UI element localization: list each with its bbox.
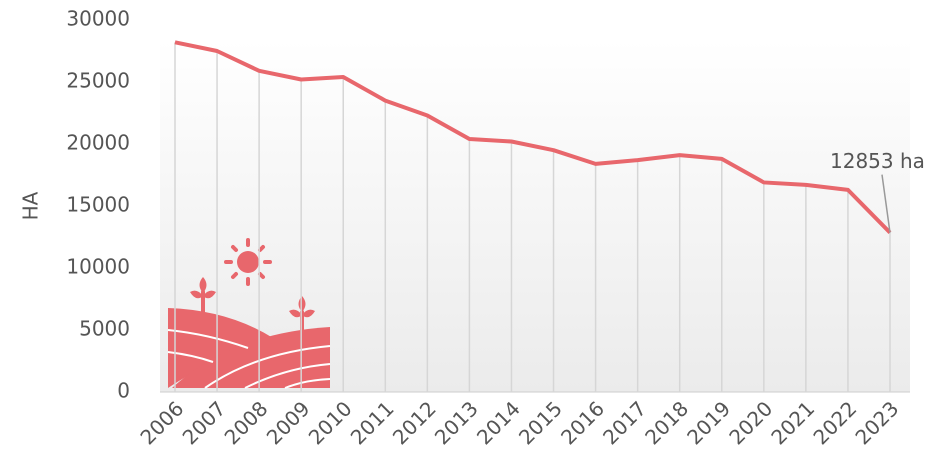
value-label: 12853 ha bbox=[830, 149, 925, 173]
x-tick-label: 2015 bbox=[514, 396, 567, 449]
x-tick-label: 2013 bbox=[430, 396, 483, 449]
farm-icon bbox=[167, 238, 331, 389]
x-tick-label: 2006 bbox=[135, 396, 188, 449]
x-tick-label: 2016 bbox=[556, 396, 609, 449]
x-tick-label: 2022 bbox=[808, 396, 861, 449]
x-tick-label: 2009 bbox=[262, 396, 315, 449]
y-tick-label: 25000 bbox=[66, 69, 130, 93]
x-tick-label: 2023 bbox=[850, 396, 903, 449]
x-tick-label: 2021 bbox=[766, 396, 819, 449]
y-tick-label: 10000 bbox=[66, 255, 130, 279]
x-tick-label: 2014 bbox=[472, 396, 525, 449]
x-tick-label: 2018 bbox=[640, 396, 693, 449]
x-tick-label: 2017 bbox=[598, 396, 651, 449]
data-line bbox=[174, 40, 892, 235]
y-tick-label: 15000 bbox=[66, 193, 130, 217]
y-tick-label: 0 bbox=[117, 379, 130, 403]
x-tick-label: 2020 bbox=[724, 396, 777, 449]
x-tick-label: 2010 bbox=[304, 396, 357, 449]
y-tick-label: 30000 bbox=[66, 7, 130, 31]
label-leader bbox=[881, 174, 891, 233]
x-tick-label: 2012 bbox=[388, 396, 441, 449]
y-axis-label: HA bbox=[19, 191, 43, 220]
x-tick-label: 2008 bbox=[220, 396, 273, 449]
y-tick-label: 20000 bbox=[66, 131, 130, 155]
y-tick-label: 5000 bbox=[79, 317, 130, 341]
x-tick-label: 2007 bbox=[178, 396, 231, 449]
x-tick-label: 2011 bbox=[346, 396, 399, 449]
x-tick-label: 2019 bbox=[682, 396, 735, 449]
